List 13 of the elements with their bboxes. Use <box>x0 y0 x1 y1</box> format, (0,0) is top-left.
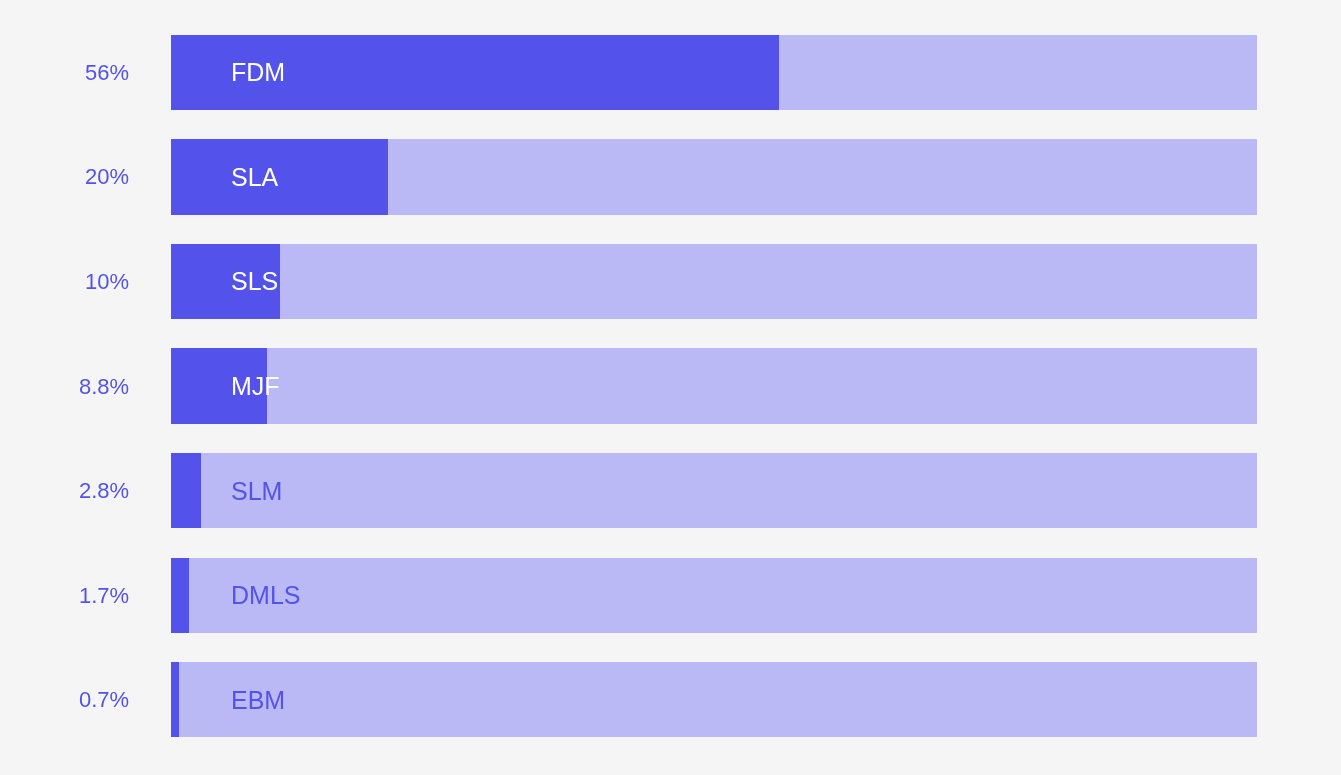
y-tick-label: SLA <box>231 163 279 191</box>
data-label: 56% <box>85 60 130 85</box>
y-tick-label: SLS <box>231 267 279 295</box>
data-label: 2.8% <box>79 478 130 503</box>
y-tick-label: SLM <box>231 477 283 505</box>
data-label: 1.7% <box>79 583 130 608</box>
data-label: 10% <box>85 269 130 294</box>
data-label: 8.8% <box>79 374 130 399</box>
data-label: 0.7% <box>79 687 130 712</box>
y-tick-label: EBM <box>231 686 286 714</box>
y-tick-label: FDM <box>231 58 286 86</box>
y-tick-label: DMLS <box>231 581 301 609</box>
data-label: 20% <box>85 164 130 189</box>
